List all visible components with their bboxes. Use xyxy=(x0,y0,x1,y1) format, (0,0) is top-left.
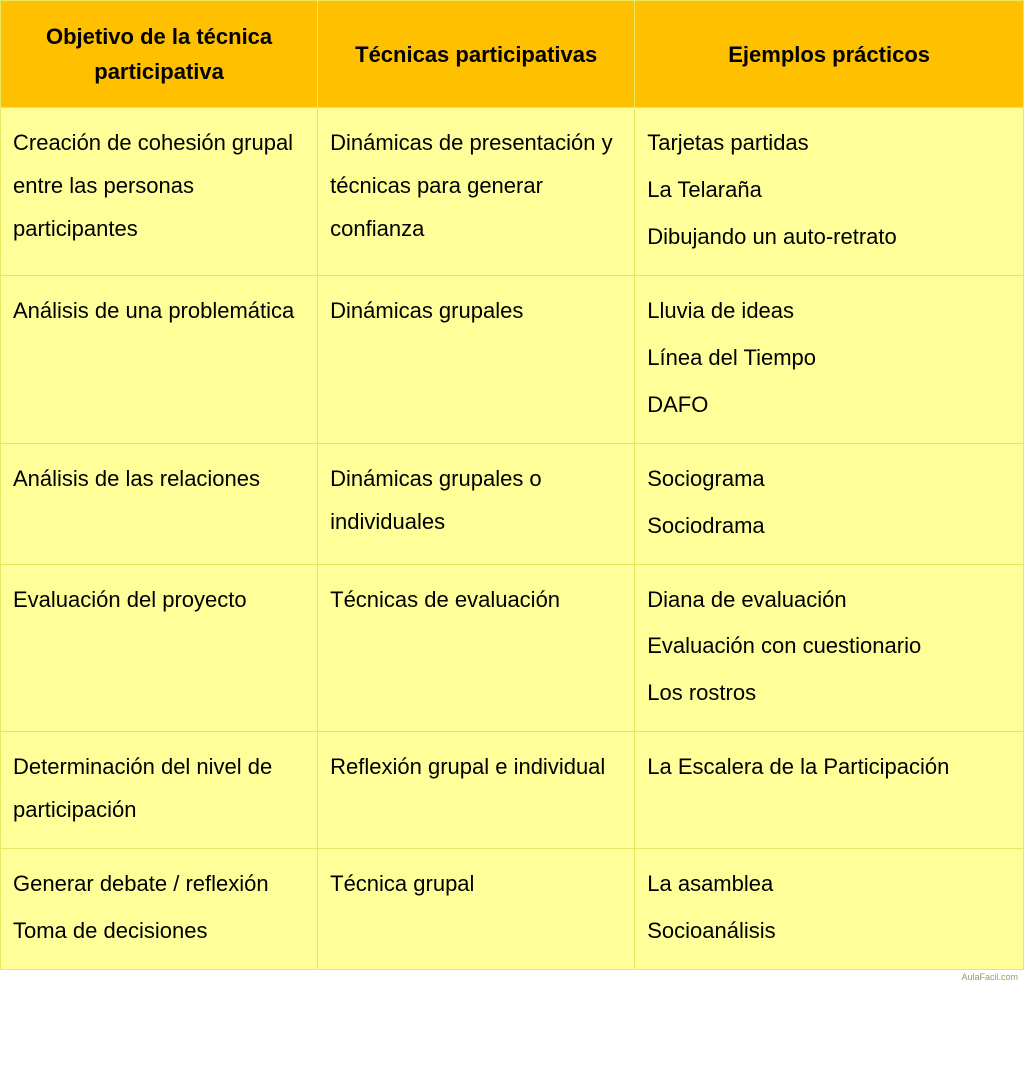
cell-text: Evaluación del proyecto xyxy=(13,579,305,622)
table-row: Análisis de una problemática Dinámicas gr… xyxy=(1,276,1024,444)
cell-ejemplos: SociogramaSociodrama xyxy=(635,443,1024,564)
cell-text: Los rostros xyxy=(647,672,1011,715)
cell-ejemplos: Lluvia de ideasLínea del TiempoDAFO xyxy=(635,276,1024,444)
cell-text: La Telaraña xyxy=(647,169,1011,212)
cell-text: Sociodrama xyxy=(647,505,1011,548)
cell-text: Generar debate / reflexión xyxy=(13,863,305,906)
cell-text: Evaluación con cuestionario xyxy=(647,625,1011,668)
cell-tecnicas: Reflexión grupal e individual xyxy=(318,732,635,849)
table-row: Evaluación del proyecto Técnicas de evalu… xyxy=(1,564,1024,732)
cell-text: La asamblea xyxy=(647,863,1011,906)
table-row: Generar debate / reflexiónToma de decisi… xyxy=(1,848,1024,969)
table-row: Análisis de las relaciones Dinámicas grup… xyxy=(1,443,1024,564)
cell-text: Línea del Tiempo xyxy=(647,337,1011,380)
cell-text: Análisis de las relaciones xyxy=(13,458,305,501)
cell-objetivo: Análisis de las relaciones xyxy=(1,443,318,564)
cell-objetivo: Creación de cohesión grupal entre las pe… xyxy=(1,108,318,276)
cell-objetivo: Evaluación del proyecto xyxy=(1,564,318,732)
cell-text: Técnica grupal xyxy=(330,863,622,906)
header-objetivo: Objetivo de la técnica participativa xyxy=(1,1,318,108)
cell-text: Dinámicas grupales xyxy=(330,290,622,333)
cell-ejemplos: La Escalera de la Participación xyxy=(635,732,1024,849)
cell-text: Socioanálisis xyxy=(647,910,1011,953)
cell-text: Lluvia de ideas xyxy=(647,290,1011,333)
table-header: Objetivo de la técnica participativa Téc… xyxy=(1,1,1024,108)
cell-ejemplos: Diana de evaluaciónEvaluación con cuesti… xyxy=(635,564,1024,732)
header-ejemplos: Ejemplos prácticos xyxy=(635,1,1024,108)
cell-tecnicas: Dinámicas de presentación y técnicas par… xyxy=(318,108,635,276)
watermark: AulaFacil.com xyxy=(0,972,1018,982)
cell-tecnicas: Dinámicas grupales xyxy=(318,276,635,444)
cell-tecnicas: Técnicas de evaluación xyxy=(318,564,635,732)
cell-text: Creación de cohesión grupal entre las pe… xyxy=(13,122,305,251)
cell-objetivo: Determinación del nivel de participación xyxy=(1,732,318,849)
cell-text: Dinámicas de presentación y técnicas par… xyxy=(330,122,622,251)
header-tecnicas: Técnicas participativas xyxy=(318,1,635,108)
table-body: Creación de cohesión grupal entre las pe… xyxy=(1,108,1024,969)
cell-text: Diana de evaluación xyxy=(647,579,1011,622)
cell-objetivo: Generar debate / reflexiónToma de decisi… xyxy=(1,848,318,969)
cell-text: Toma de decisiones xyxy=(13,910,305,953)
cell-text: DAFO xyxy=(647,384,1011,427)
cell-ejemplos: La asambleaSocioanálisis xyxy=(635,848,1024,969)
cell-text: Técnicas de evaluación xyxy=(330,579,622,622)
table-row: Determinación del nivel de participación… xyxy=(1,732,1024,849)
cell-objetivo: Análisis de una problemática xyxy=(1,276,318,444)
cell-text: Reflexión grupal e individual xyxy=(330,746,622,789)
cell-tecnicas: Dinámicas grupales o individuales xyxy=(318,443,635,564)
cell-text: Análisis de una problemática xyxy=(13,290,305,333)
cell-text: Sociograma xyxy=(647,458,1011,501)
cell-tecnicas: Técnica grupal xyxy=(318,848,635,969)
table-row: Creación de cohesión grupal entre las pe… xyxy=(1,108,1024,276)
cell-text: La Escalera de la Participación xyxy=(647,746,1011,789)
cell-text: Dibujando un auto-retrato xyxy=(647,216,1011,259)
table: Objetivo de la técnica participativa Téc… xyxy=(0,0,1024,970)
cell-text: Determinación del nivel de participación xyxy=(13,746,305,832)
cell-ejemplos: Tarjetas partidasLa TelarañaDibujando un… xyxy=(635,108,1024,276)
cell-text: Dinámicas grupales o individuales xyxy=(330,458,622,544)
cell-text: Tarjetas partidas xyxy=(647,122,1011,165)
participatory-techniques-table: Objetivo de la técnica participativa Téc… xyxy=(0,0,1024,982)
